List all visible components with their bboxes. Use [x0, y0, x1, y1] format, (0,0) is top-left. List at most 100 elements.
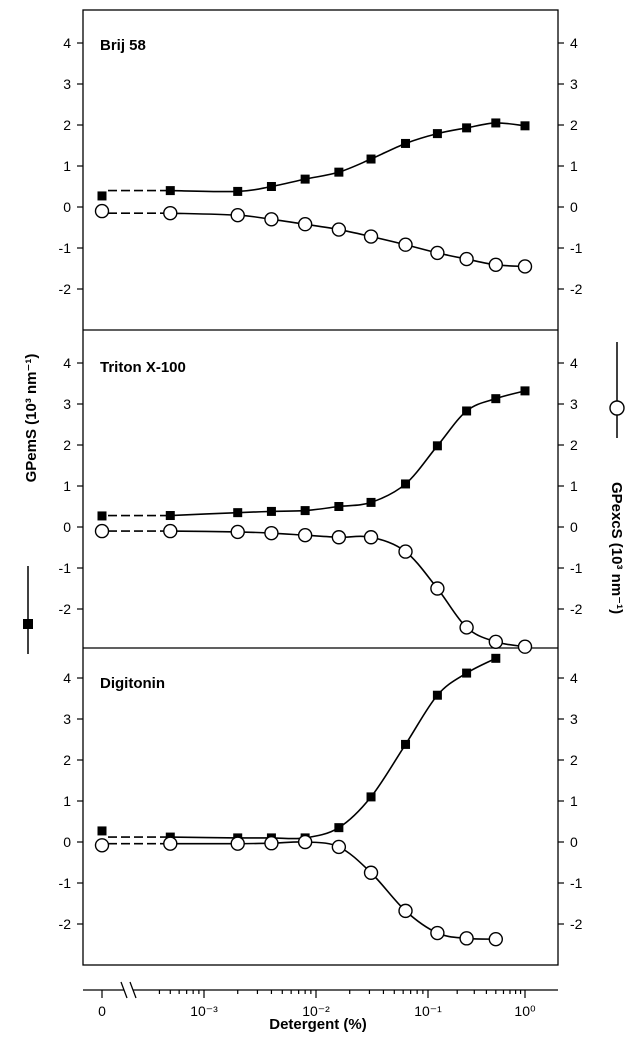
point-0-gpexcs-3 — [264, 212, 279, 227]
point-2-gpexcs-0 — [94, 838, 110, 853]
y-tick-label-left: 2 — [63, 437, 71, 453]
point-1-gpems-1 — [165, 511, 175, 521]
right-legend-circle — [609, 400, 625, 416]
point-2-gpexcs-7 — [398, 903, 413, 919]
point-0-gpexcs-7 — [398, 237, 413, 252]
x-axis-break-1 — [120, 981, 128, 999]
plot-frame — [82, 9, 559, 966]
y-tick-label-right: -2 — [570, 281, 583, 297]
point-0-gpems-11 — [520, 121, 530, 131]
point-1-gpexcs-1 — [163, 523, 178, 539]
point-2-gpems-8 — [432, 690, 442, 700]
y-tick-label-right: -1 — [570, 240, 583, 256]
point-0-gpems-2 — [233, 186, 243, 196]
point-1-gpexcs-6 — [363, 530, 379, 545]
point-2-gpexcs-4 — [297, 834, 313, 850]
point-2-gpexcs-2 — [230, 836, 245, 851]
curve-2-GPexcS — [170, 841, 496, 940]
point-2-gpexcs-1 — [163, 836, 178, 851]
point-1-gpexcs-3 — [264, 525, 279, 541]
point-2-gpexcs-10 — [488, 931, 504, 947]
y-tick-label-right: 0 — [570, 199, 578, 215]
point-0-gpems-8 — [432, 129, 442, 139]
y-tick-label-left: -1 — [59, 875, 72, 891]
y-tick-label-left: 2 — [63, 752, 71, 768]
y-tick-label-right: 1 — [570, 158, 578, 174]
y-tick-label-right: 3 — [570, 711, 578, 727]
curve-0-GPemS — [170, 122, 526, 193]
point-0-gpexcs-5 — [331, 222, 347, 237]
y-tick-label-right: 0 — [570, 519, 578, 535]
point-1-gpexcs-2 — [230, 524, 245, 540]
y-tick-label-left: -2 — [59, 601, 72, 617]
y-tick-label-left: 0 — [63, 834, 71, 850]
point-1-gpems-6 — [366, 497, 376, 507]
y-tick-label-right: 0 — [570, 834, 578, 850]
y-tick-label-left: 2 — [63, 117, 71, 133]
point-1-gpems-5 — [334, 502, 344, 511]
point-0-gpexcs-2 — [230, 207, 245, 223]
y-tick-label-left: 1 — [63, 478, 71, 494]
point-2-gpexcs-8 — [430, 925, 445, 941]
y-tick-label-left: 3 — [63, 76, 71, 92]
point-0-gpems-0 — [97, 191, 107, 201]
point-1-gpexcs-10 — [488, 634, 504, 649]
y-tick-label-left: 4 — [63, 670, 71, 686]
y-tick-label-right: 3 — [570, 396, 578, 412]
point-2-gpems-6 — [366, 792, 376, 802]
y-tick-label-right: -2 — [570, 601, 583, 617]
point-0-gpexcs-0 — [94, 203, 110, 219]
x-tick-label: 0 — [98, 1003, 106, 1019]
y-tick-label-left: 0 — [63, 519, 71, 535]
right-axis-label-group: GPexcS (10³ nm⁻¹) — [608, 342, 625, 614]
point-1-gpexcs-8 — [430, 581, 445, 596]
y-tick-label-right: 3 — [570, 76, 578, 92]
y-tick-label-right: 4 — [570, 35, 578, 51]
y-tick-label-right: 2 — [570, 752, 578, 768]
y-tick-label-left: 3 — [63, 711, 71, 727]
point-1-gpexcs-9 — [459, 620, 474, 635]
x-axis-label: Detergent (%) — [269, 1016, 367, 1033]
panel-title-brij: Brij 58 — [100, 37, 146, 54]
left-legend-square — [23, 619, 33, 629]
y-tick-label-right: -1 — [570, 560, 583, 576]
panel-title-triton: Triton X-100 — [100, 359, 186, 376]
point-1-gpems-8 — [432, 441, 442, 451]
point-0-gpexcs-6 — [363, 229, 379, 244]
left-axis-label: GPemS (10³ nm⁻¹) — [23, 354, 40, 483]
point-2-gpems-0 — [97, 826, 107, 836]
point-0-gpems-9 — [462, 123, 472, 133]
point-1-gpexcs-4 — [297, 528, 313, 543]
y-tick-label-right: 4 — [570, 355, 578, 371]
y-tick-label-right: 1 — [570, 478, 578, 494]
y-tick-label-right: 4 — [570, 670, 578, 686]
y-tick-label-left: -1 — [59, 560, 72, 576]
point-0-gpexcs-11 — [517, 259, 533, 274]
point-1-gpems-2 — [233, 508, 243, 518]
curve-2-GPemS — [170, 657, 497, 840]
x-tick-label: 10⁰ — [514, 1003, 536, 1019]
point-2-gpems-10 — [491, 653, 501, 663]
point-0-gpexcs-4 — [297, 217, 313, 232]
y-tick-label-left: -2 — [59, 281, 72, 297]
y-tick-label-right: -2 — [570, 916, 583, 932]
y-tick-label-left: 1 — [63, 158, 71, 174]
point-1-gpems-3 — [266, 506, 276, 516]
y-tick-label-left: 1 — [63, 793, 71, 809]
point-0-gpems-10 — [491, 118, 501, 128]
y-tick-label-left: -2 — [59, 916, 72, 932]
point-0-gpems-6 — [366, 154, 376, 164]
x-tick-label: 10⁻² — [302, 1003, 330, 1019]
left-axis-label-group: GPemS (10³ nm⁻¹) — [23, 354, 40, 654]
point-2-gpexcs-5 — [331, 839, 347, 855]
y-tick-label-left: 4 — [63, 355, 71, 371]
point-1-gpexcs-7 — [398, 544, 413, 559]
y-tick-label-left: 3 — [63, 396, 71, 412]
point-1-gpexcs-5 — [331, 530, 347, 545]
point-2-gpems-5 — [334, 823, 344, 833]
point-2-gpems-9 — [462, 668, 472, 678]
data-markers — [94, 118, 533, 947]
y-tick-label-left: 4 — [63, 35, 71, 51]
point-0-gpexcs-9 — [459, 251, 474, 267]
